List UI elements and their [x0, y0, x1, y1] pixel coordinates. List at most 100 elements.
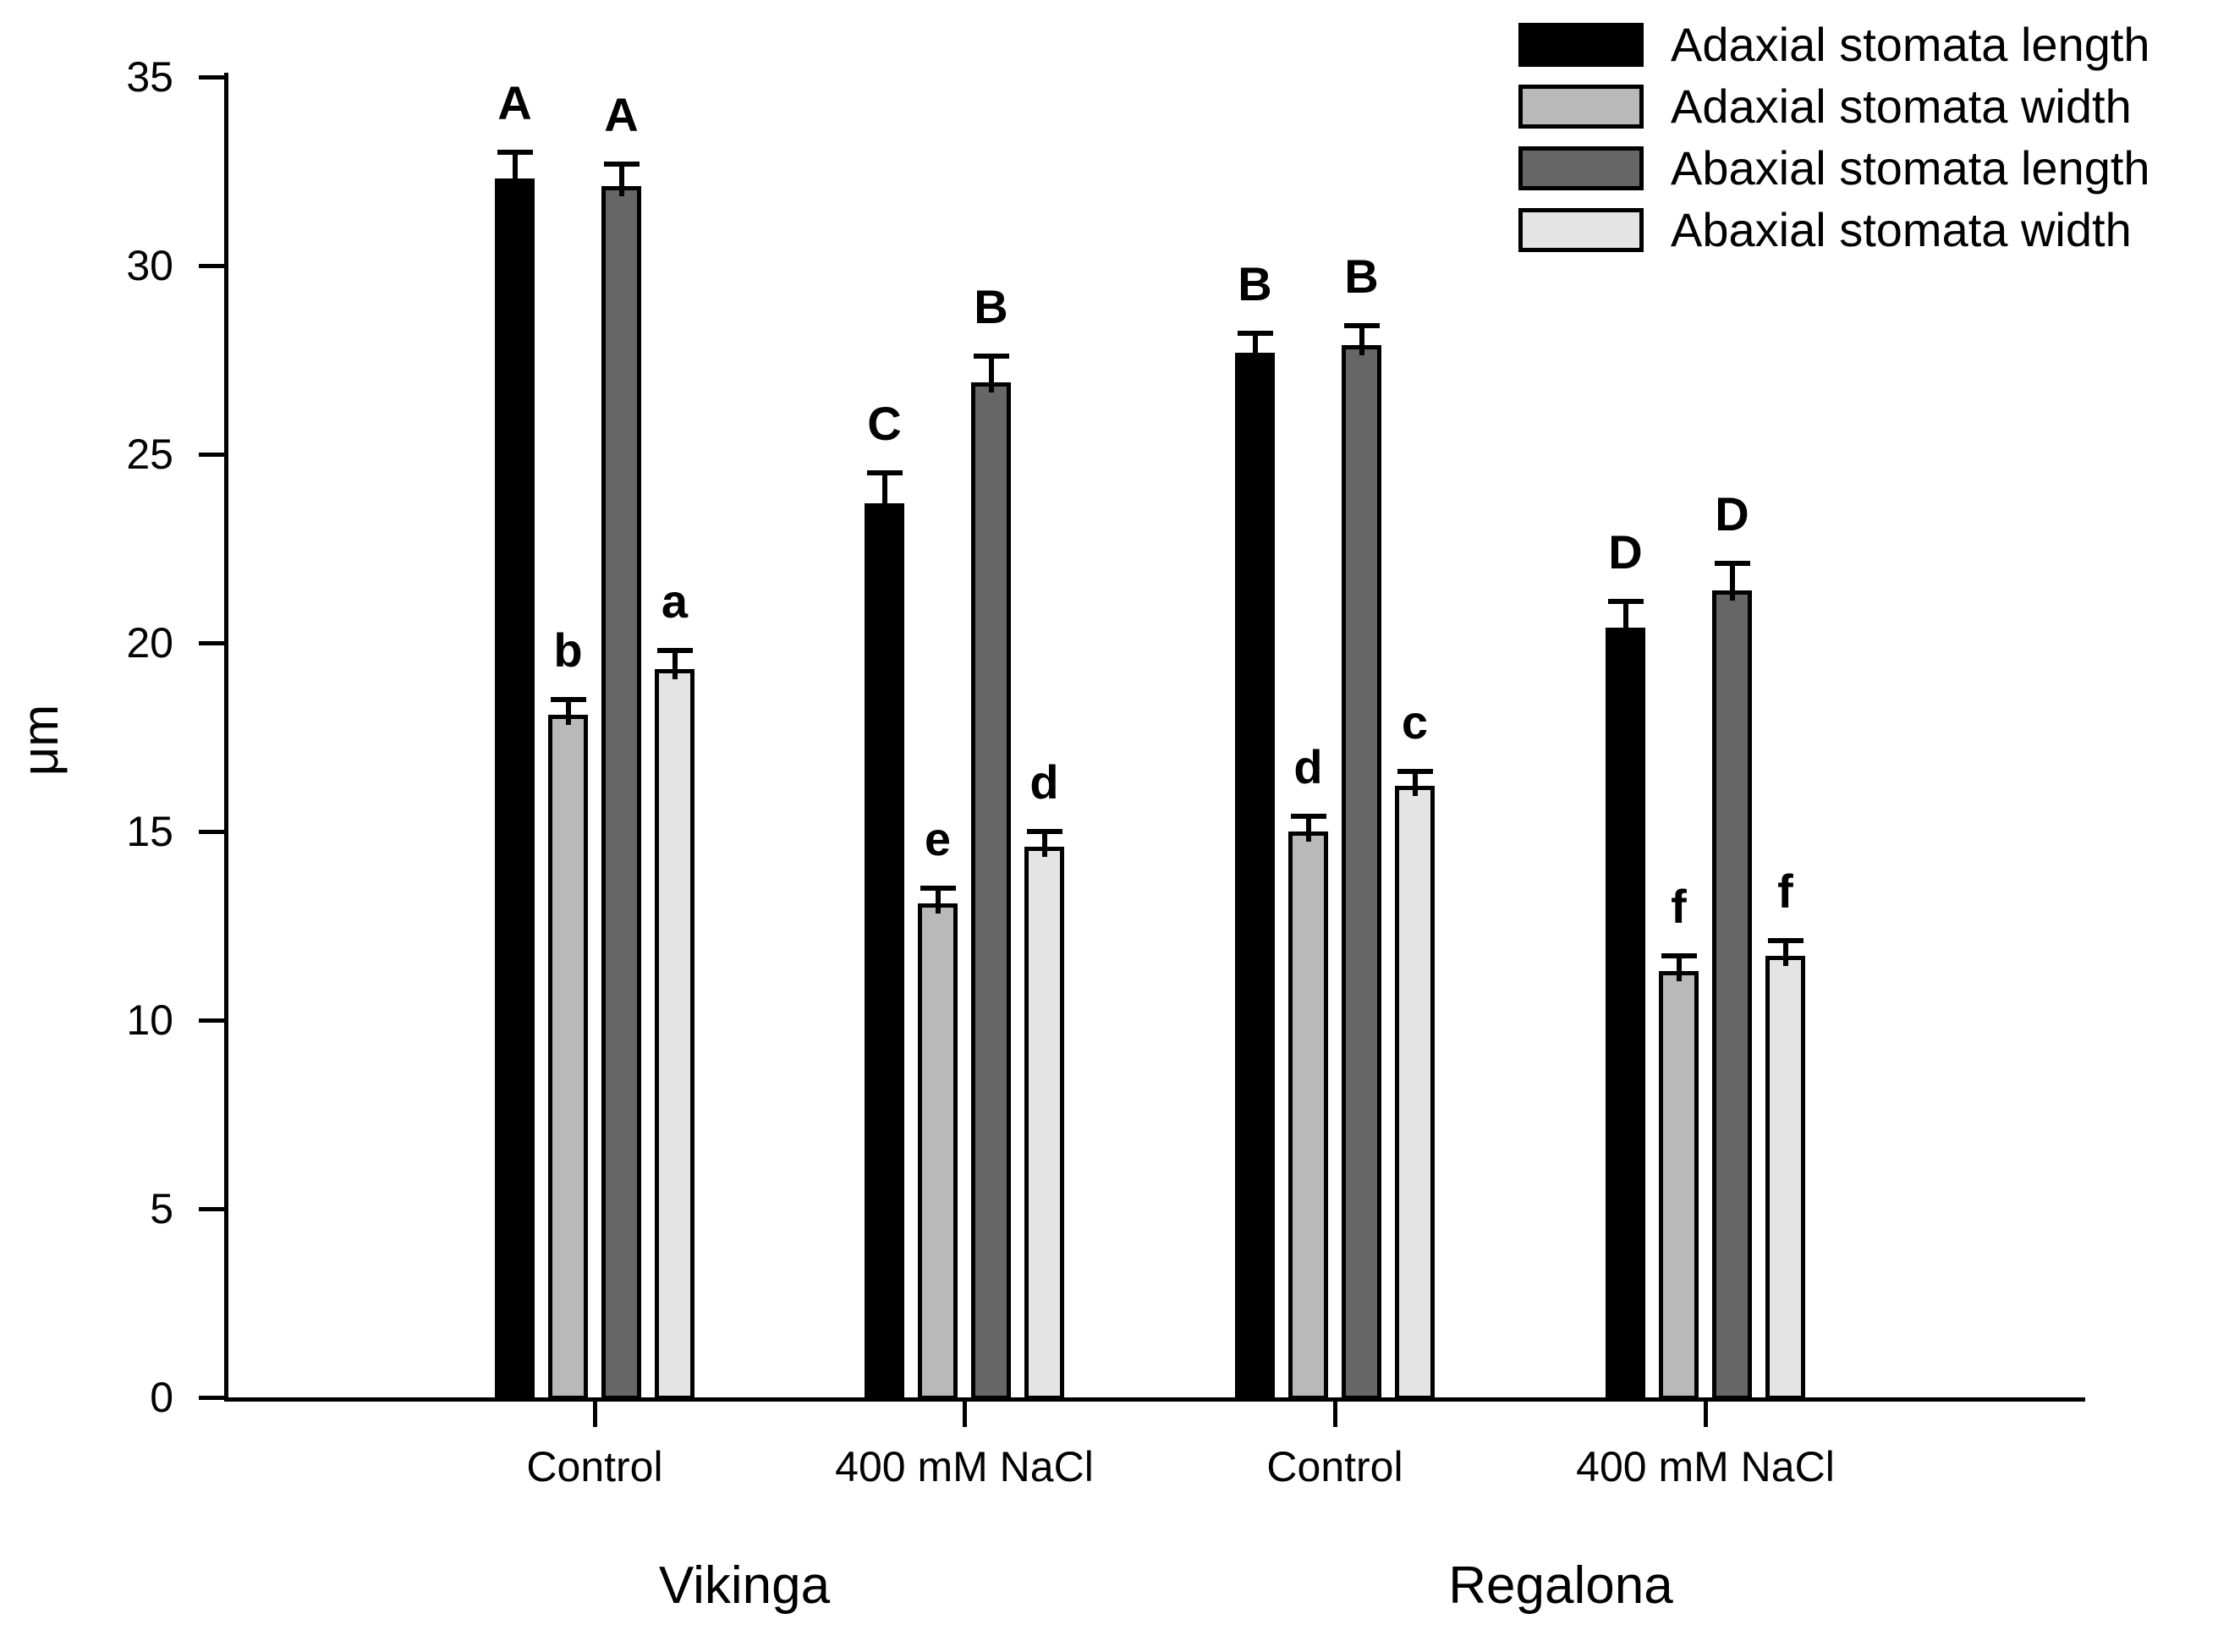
bar [1288, 831, 1328, 1400]
error-bar-stem [935, 887, 941, 914]
x-tick-label-treatment: 400 mM NaCl [835, 1443, 1094, 1490]
significance-letter: D [1715, 487, 1749, 541]
significance-letter: c [1401, 694, 1429, 749]
significance-letter: B [1238, 257, 1272, 311]
error-bar-cap [973, 354, 1009, 359]
error-bar-cap [1661, 953, 1697, 959]
error-bar-cap [603, 161, 640, 167]
y-tick-label: 0 [150, 1374, 173, 1421]
significance-letter: a [661, 574, 689, 628]
error-bar-stem [1729, 563, 1735, 601]
significance-letter: A [497, 76, 532, 130]
error-bar-stem [1676, 956, 1682, 981]
y-tick-mark [199, 75, 228, 80]
x-tick-mark [1333, 1402, 1337, 1427]
bar [971, 382, 1011, 1400]
bar [1606, 628, 1645, 1400]
error-bar-cap [866, 470, 903, 476]
legend-row: Abaxial stomata width [1518, 204, 2150, 256]
bar [1024, 846, 1064, 1400]
error-bar-cap [656, 647, 693, 653]
error-bar-cap [497, 150, 533, 156]
bar [1712, 590, 1752, 1400]
legend-row: Abaxial stomata length [1518, 142, 2150, 195]
y-tick-label: 15 [126, 808, 173, 855]
error-bar-cap [1397, 768, 1433, 774]
x-tick-label-treatment: Control [1266, 1443, 1403, 1490]
legend-label: Abaxial stomata width [1671, 203, 2132, 256]
legend: Adaxial stomata length Adaxial stomata wi… [1518, 19, 2150, 266]
error-bar-stem [512, 152, 518, 189]
significance-letter: d [1029, 755, 1059, 809]
error-bar-cap [1237, 331, 1273, 337]
error-bar-stem [565, 699, 571, 725]
x-tick-mark [593, 1402, 597, 1427]
x-axis-line [224, 1397, 2085, 1402]
error-bar-stem [1622, 601, 1628, 639]
y-tick-label: 35 [126, 53, 173, 101]
y-tick-mark [199, 641, 228, 645]
bar [1765, 956, 1805, 1400]
y-tick-mark [199, 1018, 228, 1023]
y-tick-label: 10 [126, 996, 173, 1044]
legend-swatch [1518, 85, 1644, 129]
legend-swatch [1518, 208, 1644, 252]
bar [601, 186, 641, 1400]
legend-swatch [1518, 23, 1644, 67]
error-bar-stem [1359, 326, 1364, 355]
error-bar-stem [1412, 771, 1418, 797]
legend-swatch [1518, 146, 1644, 190]
y-tick-label: 5 [150, 1185, 173, 1232]
legend-row: Adaxial stomata length [1518, 19, 2150, 71]
error-bar-cap [920, 885, 956, 891]
x-tick-mark [963, 1402, 967, 1427]
error-bar-stem [988, 356, 994, 393]
bar [1395, 786, 1435, 1400]
bar [1342, 344, 1381, 1400]
bar [865, 502, 904, 1400]
error-bar-cap [1343, 323, 1380, 329]
x-tick-mark [1704, 1402, 1708, 1427]
error-bar-stem [1305, 816, 1311, 842]
x-tick-label-treatment: Control [526, 1443, 663, 1490]
significance-letter: b [553, 623, 583, 677]
error-bar-cap [1026, 829, 1062, 834]
error-bar-stem [1041, 831, 1047, 857]
significance-letter: d [1293, 740, 1323, 794]
error-bar-stem [672, 650, 678, 680]
bar [495, 178, 535, 1400]
error-bar-stem [1252, 333, 1258, 363]
significance-letter: C [867, 397, 902, 451]
error-bar-stem [881, 473, 887, 513]
error-bar-cap [1767, 938, 1803, 944]
y-tick-label: 25 [126, 431, 173, 478]
significance-letter: A [604, 87, 639, 141]
error-bar-cap [1290, 814, 1326, 820]
significance-letter: B [1344, 250, 1379, 304]
error-bar-cap [550, 696, 586, 702]
y-axis-line [224, 73, 228, 1402]
error-bar-stem [618, 163, 624, 197]
legend-label: Adaxial stomata width [1671, 80, 2132, 133]
bar [918, 903, 958, 1400]
significance-letter: f [1777, 864, 1793, 919]
bar [1235, 352, 1275, 1400]
y-tick-label: 30 [126, 242, 173, 289]
y-tick-mark [199, 830, 228, 834]
error-bar-cap [1607, 598, 1644, 604]
bar [548, 714, 588, 1400]
y-tick-mark [199, 1207, 228, 1211]
y-tick-mark [199, 453, 228, 457]
error-bar-cap [1714, 561, 1750, 567]
error-bar-stem [1782, 941, 1788, 967]
x-group-label-variety: Vikinga [658, 1556, 831, 1615]
significance-letter: D [1608, 524, 1643, 579]
x-group-label-variety: Regalona [1448, 1556, 1673, 1615]
significance-letter: e [924, 811, 952, 865]
significance-letter: f [1671, 880, 1687, 934]
significance-letter: B [974, 280, 1008, 334]
x-tick-label-treatment: 400 mM NaCl [1576, 1443, 1835, 1490]
bar [655, 669, 694, 1400]
